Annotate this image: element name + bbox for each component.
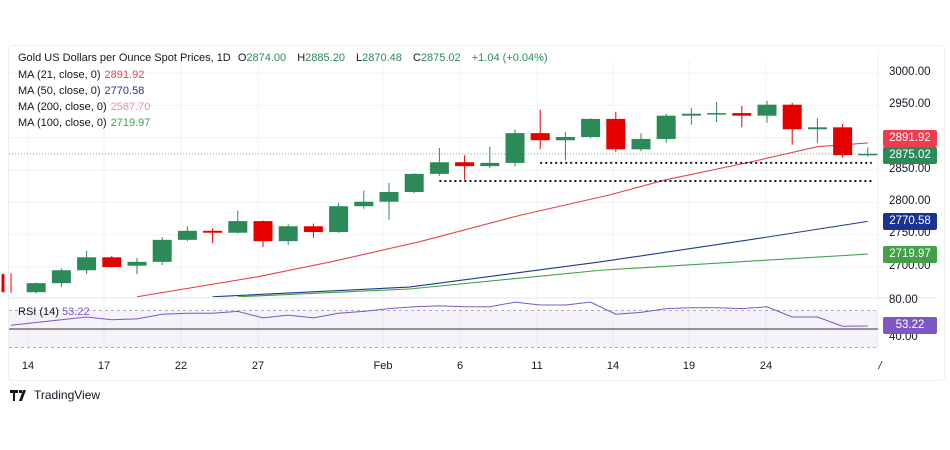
date-label: / [878, 360, 882, 372]
candle-down [530, 133, 550, 141]
candle-up [555, 137, 575, 141]
candle-up [480, 162, 500, 167]
price-axis-label: 2700.00 [889, 260, 931, 272]
candle-up [77, 257, 97, 271]
rsi-legend[interactable]: RSI (14) 53.22 [18, 306, 90, 318]
candle-up [152, 239, 172, 262]
ohlc-close: C2875.02 [413, 52, 465, 64]
date-label: 27 [251, 360, 265, 372]
close-label: C [412, 52, 421, 64]
tradingview-logo[interactable]: TradingView [10, 388, 100, 402]
indicator-label: MA (21, close, 0) [18, 69, 101, 81]
ma50-price-tag: 2770.58 [883, 213, 937, 230]
candle-up [707, 113, 727, 115]
indicator-ma100[interactable]: MA (100, close, 0) 2719.97 [18, 116, 154, 130]
candle-down [102, 257, 122, 268]
candle-up [127, 261, 147, 266]
indicator-ma50[interactable]: MA (50, close, 0) 2770.58 [18, 84, 148, 98]
ohlc-high: H2885.20 [297, 52, 349, 64]
price-axis-label: 2800.00 [889, 195, 931, 207]
high-label: H [297, 52, 306, 64]
price-axis-label: 2850.00 [889, 163, 931, 175]
date-label: 11 [531, 360, 543, 372]
date-label: 24 [759, 360, 773, 372]
indicator-label: MA (50, close, 0) [18, 85, 101, 97]
ohlc-low: L2870.48 [356, 52, 406, 64]
indicator-value: 2891.92 [104, 69, 145, 81]
candle-down [782, 104, 802, 130]
candle-up [858, 153, 878, 156]
date-label: 19 [682, 360, 696, 372]
candle-up [631, 138, 651, 150]
price-axis-label: 2950.00 [889, 98, 931, 110]
ma21-price-tag: 2891.92 [883, 130, 937, 147]
rsi-axis-label: 40.00 [889, 331, 918, 343]
date-label: Feb [373, 360, 393, 372]
price-axis-label: 3000.00 [889, 66, 931, 78]
candle-up [581, 118, 601, 138]
date-label: 14 [606, 360, 620, 372]
date-label: 14 [21, 360, 35, 372]
ma-line-ma100 [237, 253, 868, 297]
candle-up [681, 113, 701, 116]
candle-down [606, 118, 626, 150]
open-label: O [237, 52, 247, 64]
candle-up [354, 201, 374, 207]
candle-up [404, 173, 424, 192]
candle-down [253, 221, 273, 242]
indicator-label: MA (100, close, 0) [18, 117, 107, 129]
ma-line-ma50 [212, 220, 868, 297]
candle-up [656, 115, 676, 139]
candle-up [757, 104, 777, 116]
candle-down [455, 162, 475, 167]
tradingview-icon [10, 389, 26, 401]
indicator-ma200[interactable]: MA (200, close, 0) 2587.70 [18, 100, 154, 114]
brand-name: TradingView [34, 388, 101, 402]
low-value: 2870.48 [362, 52, 402, 64]
candle-down [303, 226, 323, 233]
date-label: 17 [97, 360, 111, 372]
candle-down [732, 113, 752, 116]
price-axis-label: 2750.00 [889, 227, 931, 239]
rsi-value-tag: 53.22 [883, 317, 937, 334]
candle-down [203, 230, 223, 233]
low-label: L [356, 52, 363, 64]
change-value: +1.04 (+0.04%) [471, 52, 548, 64]
symbol-legend: Gold US Dollars per Ounce Spot Prices, 1… [18, 51, 552, 65]
ma100-price-tag: 2719.97 [883, 246, 937, 263]
rsi-axis-label: 80.00 [889, 294, 918, 306]
indicator-value: 2770.58 [104, 85, 145, 97]
indicator-value: 2587.70 [110, 101, 151, 113]
candle-down [1, 274, 5, 293]
close-value: 2875.02 [420, 52, 461, 64]
candle-up [505, 133, 525, 163]
rsi-value: 53.22 [62, 306, 90, 318]
candle-up [26, 283, 46, 293]
candle-up [807, 127, 827, 130]
candle-down [833, 127, 853, 156]
candle-up [177, 230, 197, 240]
rsi-label: RSI (14) [18, 306, 59, 318]
high-value: 2885.20 [305, 52, 345, 64]
candle-up [228, 221, 248, 233]
ma-line-ma21 [136, 142, 868, 297]
date-label: 6 [456, 360, 464, 372]
chart-frame [8, 45, 945, 381]
candle-up [278, 226, 298, 242]
last-price-tag: 2875.02 [883, 147, 937, 164]
symbol-title: Gold US Dollars per Ounce Spot Prices, 1… [18, 52, 231, 64]
candle-up [51, 270, 71, 284]
indicator-label: MA (200, close, 0) [18, 101, 107, 113]
candle-up [379, 191, 399, 202]
open-value: 2874.00 [246, 52, 287, 64]
rsi-line [10, 301, 868, 327]
indicator-ma21[interactable]: MA (21, close, 0) 2891.92 [18, 68, 148, 82]
ohlc-open: O2874.00 [238, 52, 290, 64]
indicator-value: 2719.97 [110, 117, 151, 129]
candle-up [329, 206, 349, 233]
date-label: 22 [174, 360, 188, 372]
candle-up [429, 162, 449, 174]
